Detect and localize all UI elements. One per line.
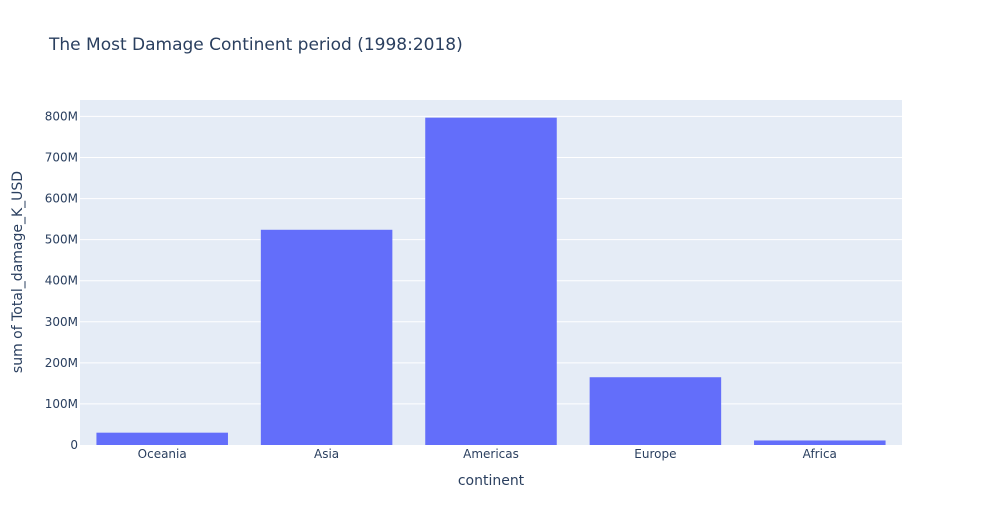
- y-tick-label: 700M: [45, 151, 78, 165]
- bar-oceania[interactable]: [96, 432, 228, 445]
- y-tick-label: 300M: [45, 315, 78, 329]
- x-tick-label: Americas: [463, 447, 519, 461]
- y-axis-title: sum of Total_damage_K_USD: [10, 171, 26, 373]
- bar-americas[interactable]: [425, 117, 557, 446]
- x-axis-title: continent: [458, 473, 525, 489]
- y-tick-label: 500M: [45, 233, 78, 247]
- chart-title: The Most Damage Continent period (1998:2…: [48, 35, 463, 55]
- y-tick-label: 800M: [45, 109, 78, 123]
- x-tick-label: Oceania: [138, 447, 187, 461]
- x-tick-label: Europe: [634, 447, 676, 461]
- bar-europe[interactable]: [589, 377, 722, 445]
- y-tick-label: 200M: [45, 356, 78, 370]
- x-tick-labels: Oceania Asia Americas Europe Africa: [138, 447, 837, 461]
- bar-africa[interactable]: [754, 440, 886, 445]
- y-tick-labels: 0 100M 200M 300M 400M 500M 600M 700M 800M: [45, 109, 78, 452]
- bar-asia[interactable]: [260, 229, 393, 445]
- x-tick-label: Africa: [803, 447, 837, 461]
- x-tick-label: Asia: [314, 447, 339, 461]
- y-tick-label: 0: [70, 438, 78, 452]
- y-tick-label: 100M: [45, 397, 78, 411]
- y-tick-label: 400M: [45, 274, 78, 288]
- bars: [96, 117, 886, 446]
- y-tick-label: 600M: [45, 192, 78, 206]
